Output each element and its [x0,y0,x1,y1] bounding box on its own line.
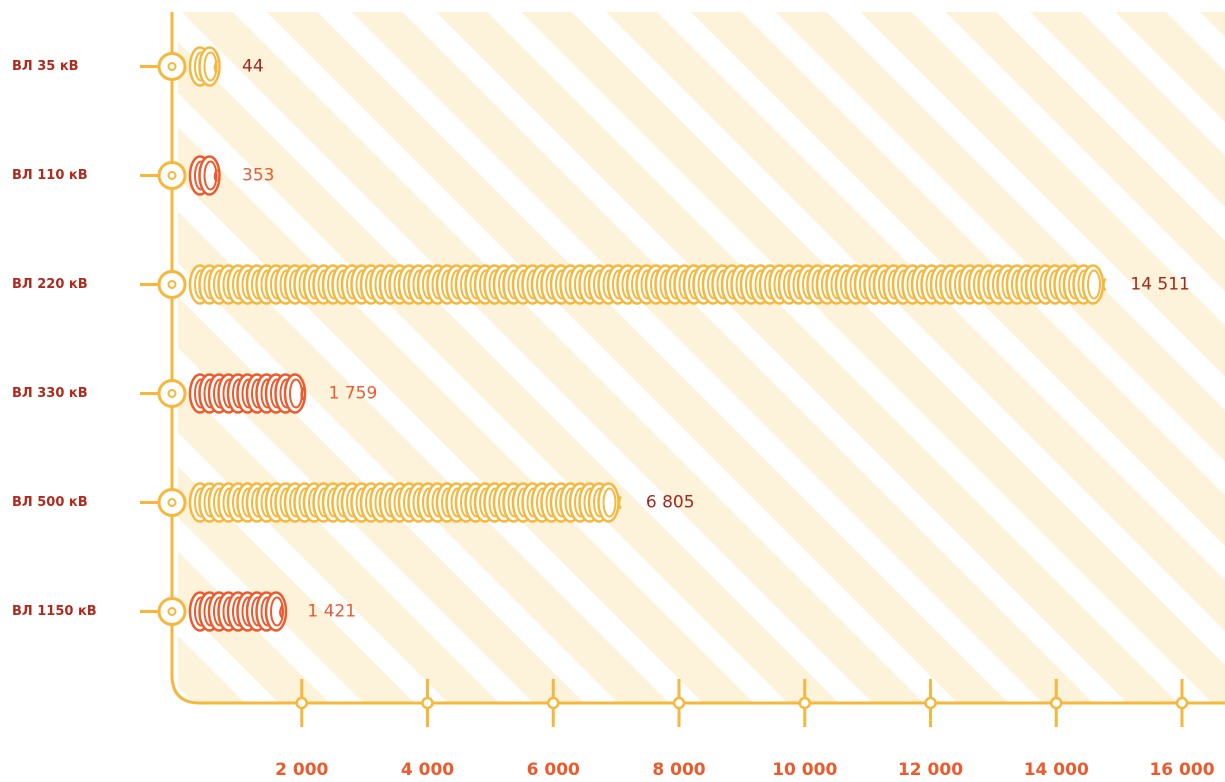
x-tick-label: 10 000 [772,760,837,780]
category-label: ВЛ 1150 кВ [12,604,97,619]
bar [188,482,622,523]
coil-end [617,495,622,510]
coil-end [300,386,305,401]
row-node-dot [167,62,177,71]
x-tick-label: 14 000 [1024,760,1089,780]
coil-end [213,59,219,74]
coil-inner [602,487,617,518]
value-label: 1 759 [329,384,378,404]
axis [170,12,1225,705]
category-label: ВЛ 500 кВ [12,495,88,510]
coil-end [1102,277,1107,292]
row-node-dot [167,498,177,507]
row-node-dot [167,607,177,616]
category-label: ВЛ 220 кВ [12,277,88,292]
x-tick-label: 4 000 [401,760,454,780]
x-tick-label: 8 000 [652,760,705,780]
x-tick-node [798,696,811,710]
x-tick-node [1050,696,1063,710]
value-label: 14 511 [1130,275,1189,295]
coil-inner [203,160,218,191]
row-node [157,597,187,626]
x-tick-label: 2 000 [275,760,328,780]
category-label: ВЛ 35 кВ [12,59,79,74]
coil-inner [270,596,284,627]
coil-end [279,604,284,619]
x-tick-label: 6 000 [527,760,580,780]
coil-end [213,168,219,183]
x-tick-node [1175,696,1189,710]
value-label: 1 421 [307,602,356,622]
bar [188,591,288,632]
x-tick-node [547,696,560,710]
x-tick-node [295,696,308,710]
value-label: 44 [242,57,264,77]
x-tick-node [924,696,937,710]
coil-inner [1087,269,1101,300]
row-node-dot [167,389,177,398]
row-node-dot [167,171,177,180]
background [178,12,1225,702]
bar [188,264,1107,305]
bar [188,373,307,414]
bar [188,155,221,196]
category-label: ВЛ 110 кВ [12,168,88,183]
value-label: 353 [242,166,274,186]
x-tick-node [672,696,686,710]
bar [188,46,221,87]
x-tick-label: 16 000 [1149,760,1214,780]
row-node [157,52,187,81]
coil-inner [203,51,218,82]
row-node [157,488,187,517]
x-tick-node [421,696,434,710]
value-label: 6 805 [646,493,695,513]
category-label: ВЛ 330 кВ [12,386,88,401]
x-tick-label: 12 000 [898,760,963,780]
row-node [157,161,187,190]
row-node [157,270,187,299]
row-node-dot [167,280,177,289]
row-node [157,379,187,408]
